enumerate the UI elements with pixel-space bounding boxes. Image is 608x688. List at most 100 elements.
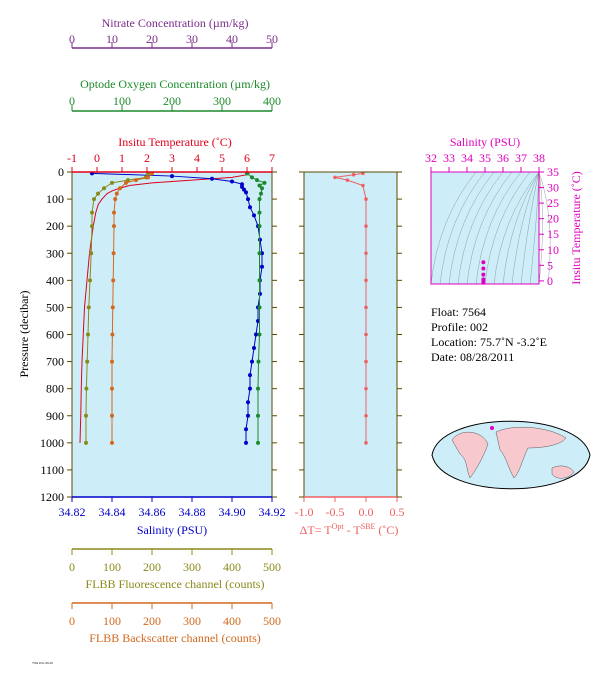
info-profile: Profile: 002: [431, 320, 488, 334]
ts-density-contour: [484, 171, 531, 285]
oxygen-point: [259, 191, 263, 196]
pressure-tick-label: 700: [46, 355, 64, 369]
oxygen-point: [257, 224, 262, 229]
fluorescence-point: [92, 197, 96, 202]
ts-plot: [430, 171, 551, 285]
backscatter-point: [146, 175, 150, 180]
fluorescence-point: [84, 413, 88, 418]
ts-density-contour: [466, 171, 513, 285]
pressure-tick-label: 100: [46, 192, 64, 206]
oxygen-point: [256, 386, 260, 391]
backscatter-point: [110, 332, 115, 337]
ts-salinity-tick-label: 35: [479, 151, 491, 165]
pressure-tick-label: 500: [46, 300, 64, 314]
delta-point: [364, 224, 368, 228]
delta-axis: -1.0 -0.5 0.0 0.5: [295, 171, 405, 519]
temperature-tick-label: 2: [144, 151, 150, 165]
temperature-axis: -1 0 1 2 3 4 5 6 7: [67, 151, 275, 173]
backscatter-point: [134, 178, 138, 183]
delta-point: [364, 332, 368, 337]
pressure-tick-label: 200: [46, 219, 64, 233]
fluorescence-point: [96, 191, 100, 196]
pressure-tick-label: 400: [46, 273, 64, 287]
ts-temperature-tick-label: 35: [547, 165, 559, 179]
oxygen-tick-label: 0: [69, 94, 75, 108]
info-location: Location: 75.7˚N -3.2˚E: [431, 335, 547, 349]
backscatter-point: [110, 413, 114, 418]
temperature-tick-label: 6: [244, 151, 250, 165]
salinity-tick-label: 34.82: [59, 505, 86, 519]
backscatter-tick-label: 500: [263, 614, 281, 628]
ts-salinity-tick-label: 32: [425, 151, 437, 165]
ts-density-contour: [511, 171, 540, 285]
delta-plot: [333, 171, 368, 445]
pressure-tick-label: 1200: [40, 490, 64, 504]
salinity-point: [244, 190, 248, 195]
salinity-axis-title: Salinity (PSU): [137, 523, 207, 537]
nitrate-tick-label: 10: [106, 32, 118, 46]
delta-point: [333, 175, 337, 180]
fluorescence-tick-label: 300: [183, 560, 201, 574]
salinity-point: [248, 205, 252, 210]
salinity-point: [254, 332, 258, 337]
oxygen-tick-label: 100: [113, 94, 131, 108]
fluorescence-point: [90, 210, 94, 215]
oxygen-point: [255, 178, 259, 183]
delta-point: [361, 183, 365, 188]
backscatter-point: [110, 386, 114, 391]
salinity-tick-label: 34.84: [99, 505, 126, 519]
temperature-tick-label: 5: [219, 151, 225, 165]
oxygen-point: [257, 210, 262, 215]
ts-temperature-tick-label: 15: [547, 227, 559, 241]
salinity-point: [250, 359, 254, 364]
delta-axis-title: ΔT= TOpt - TSBE (˚C): [300, 522, 399, 537]
delta-tick-label: 0.0: [359, 505, 374, 519]
fluorescence-point: [86, 305, 91, 310]
salinity-tick-label: 34.88: [179, 505, 206, 519]
temperature-series-line: [79, 172, 250, 443]
oxygen-point: [257, 197, 262, 202]
delta-point: [364, 197, 368, 201]
salinity-point: [244, 427, 248, 432]
salinity-tick-label: 34.92: [259, 505, 286, 519]
backscatter-point: [114, 191, 119, 196]
ts-temperature-tick-label: 25: [547, 196, 559, 210]
ts-density-contour: [448, 171, 495, 285]
delta-point: [364, 441, 368, 445]
pressure-tick-label: 900: [46, 409, 64, 423]
ts-density-contour: [493, 171, 540, 285]
ts-salinity-title: Salinity (PSU): [450, 135, 520, 149]
ts-temperature-tick-label: 5: [547, 258, 553, 272]
ts-salinity-tick-label: 36: [497, 151, 509, 165]
temperature-tick-label: 1: [119, 151, 125, 165]
salinity-point: [260, 264, 264, 269]
fluorescence-point: [88, 278, 92, 283]
nitrate-axis: 0 10 20 30 40 50: [69, 32, 278, 49]
nitrate-tick-label: 20: [146, 32, 158, 46]
fluorescence-axis: 0 100 200 300 400 500: [69, 548, 281, 574]
pressure-axis-title: Pressure (decibar): [17, 291, 31, 378]
backscatter-tick-label: 200: [143, 614, 161, 628]
info-date: Date: 08/28/2011: [431, 350, 514, 364]
ts-salinity-tick-label: 34: [461, 151, 473, 165]
pressure-tick-label: 0: [58, 165, 64, 179]
ts-point: [481, 260, 486, 265]
backscatter-tick-label: 400: [223, 614, 241, 628]
ts-point: [481, 266, 486, 271]
temperature-tick-label: 4: [194, 151, 200, 165]
oxygen-point: [260, 186, 264, 191]
ts-density-contour: [520, 171, 540, 285]
ts-density-contour: [457, 171, 504, 285]
fluorescence-point: [90, 224, 94, 229]
salinity-point: [210, 176, 214, 181]
salinity-point: [230, 179, 234, 184]
ts-salinity-tick-label: 38: [533, 151, 545, 165]
delta-point: [364, 305, 368, 310]
delta-point: [351, 172, 356, 177]
backscatter-point: [110, 440, 114, 445]
delta-point: [364, 359, 368, 364]
oxygen-point: [257, 332, 262, 337]
ts-density-contour: [538, 171, 543, 285]
